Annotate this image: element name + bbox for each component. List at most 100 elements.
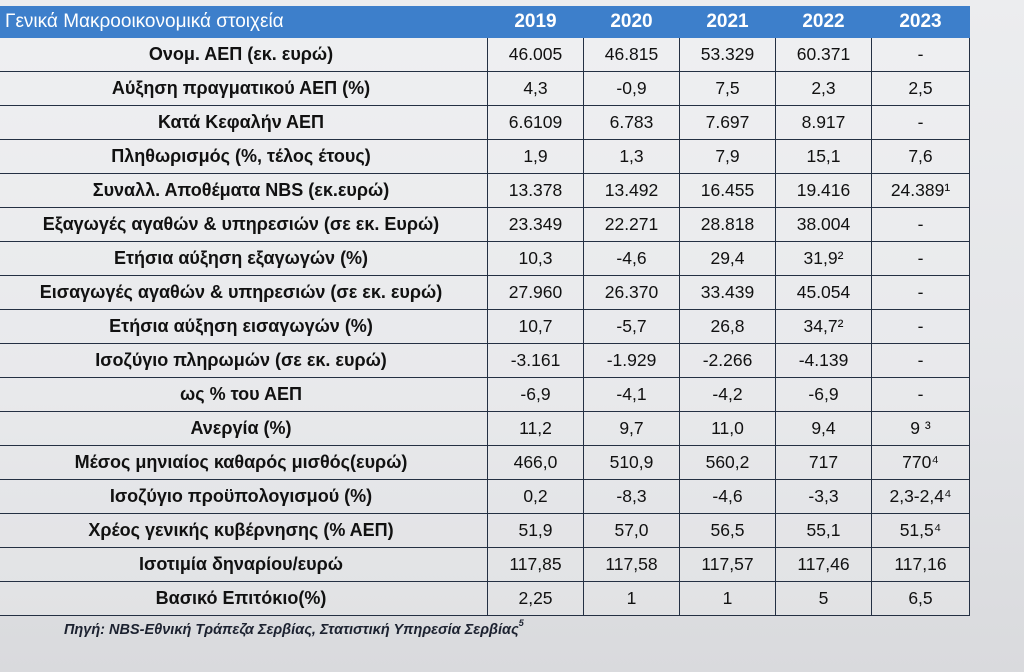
table-cell: 33.439 — [679, 275, 776, 310]
table-cell: 117,57 — [679, 547, 776, 582]
table-cell: 38.004 — [775, 207, 872, 242]
table-row: Ετήσια αύξηση εξαγωγών (%) 10,3 -4,6 29,4 31… — [0, 241, 970, 276]
table-cell: 19.416 — [775, 173, 872, 208]
row-label: Ισοτιμία δηναρίου/ευρώ — [0, 547, 488, 582]
table-cell: 51,5⁴ — [871, 513, 970, 548]
table-cell: 770⁴ — [871, 445, 970, 480]
table-cell: 11,2 — [487, 411, 584, 446]
table-cell: 22.271 — [583, 207, 680, 242]
table-cell: 51,9 — [487, 513, 584, 548]
table-cell: 24.389¹ — [871, 173, 970, 208]
table-cell: 16.455 — [679, 173, 776, 208]
table-cell: 1,3 — [583, 139, 680, 174]
table-cell: -4.139 — [775, 343, 872, 378]
table-cell: - — [871, 37, 970, 72]
table-row: Ανεργία (%) 11,2 9,7 11,0 9,4 9 ³ — [0, 411, 970, 446]
table-cell: 46.005 — [487, 37, 584, 72]
table-cell: 1 — [583, 581, 680, 616]
macro-stats-table: Γενικά Μακροοικονομικά στοιχεία 2019 202… — [0, 6, 970, 616]
table-cell: -6,9 — [487, 377, 584, 412]
row-label: Εισαγωγές αγαθών & υπηρεσιών (σε εκ. ευρ… — [0, 275, 488, 310]
year-header: 2021 — [679, 6, 776, 38]
table-cell: 717 — [775, 445, 872, 480]
table-cell: -4,6 — [583, 241, 680, 276]
table-row: Βασικό Επιτόκιο(%) 2,25 1 1 5 6,5 — [0, 581, 970, 616]
table-cell: 117,16 — [871, 547, 970, 582]
table-cell: 7.697 — [679, 105, 776, 140]
table-body: Ονομ. ΑΕΠ (εκ. ευρώ) 46.005 46.815 53.329 60… — [0, 37, 970, 616]
row-label: Κατά Κεφαλήν ΑΕΠ — [0, 105, 488, 140]
table-cell: 15,1 — [775, 139, 872, 174]
table-cell: 13.378 — [487, 173, 584, 208]
row-label: Αύξηση πραγματικού ΑΕΠ (%) — [0, 71, 488, 106]
row-label: Συναλλ. Αποθέματα NBS (εκ.ευρώ) — [0, 173, 488, 208]
row-label: Ισοζύγιο πληρωμών (σε εκ. ευρώ) — [0, 343, 488, 378]
table-cell: 560,2 — [679, 445, 776, 480]
table-cell: -1.929 — [583, 343, 680, 378]
table-cell: -4,6 — [679, 479, 776, 514]
row-label: Ανεργία (%) — [0, 411, 488, 446]
table-cell: 8.917 — [775, 105, 872, 140]
year-header: 2022 — [775, 6, 872, 38]
table-cell: -4,2 — [679, 377, 776, 412]
table-row: ως % του ΑΕΠ -6,9 -4,1 -4,2 -6,9- — [0, 377, 970, 412]
table-cell: -8,3 — [583, 479, 680, 514]
table-cell: 29,4 — [679, 241, 776, 276]
table-cell: 27.960 — [487, 275, 584, 310]
table-cell: 6,5 — [871, 581, 970, 616]
table-row: Ισοζύγιο πληρωμών (σε εκ. ευρώ) -3.161 -1.… — [0, 343, 970, 378]
table-cell: 2,5 — [871, 71, 970, 106]
table-cell: 55,1 — [775, 513, 872, 548]
table-row: Χρέος γενικής κυβέρνησης (% ΑΕΠ) 51,9 57,0… — [0, 513, 970, 548]
table-cell: 117,85 — [487, 547, 584, 582]
table-header-row: Γενικά Μακροοικονομικά στοιχεία 2019 202… — [0, 6, 970, 38]
table-cell: 60.371 — [775, 37, 872, 72]
table-cell: 4,3 — [487, 71, 584, 106]
row-label: Χρέος γενικής κυβέρνησης (% ΑΕΠ) — [0, 513, 488, 548]
table-cell: 1 — [679, 581, 776, 616]
table-cell: 2,25 — [487, 581, 584, 616]
table-cell: - — [871, 309, 970, 344]
row-label: Ετήσια αύξηση εισαγωγών (%) — [0, 309, 488, 344]
table-cell: -5,7 — [583, 309, 680, 344]
table-cell: 117,58 — [583, 547, 680, 582]
table-cell: 0,2 — [487, 479, 584, 514]
table-cell: 10,7 — [487, 309, 584, 344]
table-cell: 9,4 — [775, 411, 872, 446]
table-row: Κατά Κεφαλήν ΑΕΠ 6.6109 6.783 7.697 8.917- — [0, 105, 970, 140]
table-cell: - — [871, 275, 970, 310]
table-cell: 34,7² — [775, 309, 872, 344]
table-row: Ετήσια αύξηση εισαγωγών (%) 10,7 -5,7 26,8 3… — [0, 309, 970, 344]
year-header: 2020 — [583, 6, 680, 38]
table-cell: 28.818 — [679, 207, 776, 242]
table-row: Ονομ. ΑΕΠ (εκ. ευρώ) 46.005 46.815 53.329 60… — [0, 37, 970, 72]
table-cell: 53.329 — [679, 37, 776, 72]
table-cell: 7,5 — [679, 71, 776, 106]
table-cell: 23.349 — [487, 207, 584, 242]
table-title: Γενικά Μακροοικονομικά στοιχεία — [0, 6, 488, 38]
table-cell: 1,9 — [487, 139, 584, 174]
year-header: 2023 — [871, 6, 970, 38]
table-cell: -0,9 — [583, 71, 680, 106]
table-cell: 510,9 — [583, 445, 680, 480]
table-cell: 31,9² — [775, 241, 872, 276]
table-row: Ισοτιμία δηναρίου/ευρώ 117,85 117,58 117,57… — [0, 547, 970, 582]
table-cell: 9,7 — [583, 411, 680, 446]
row-label: Ισοζύγιο προϋπολογισμού (%) — [0, 479, 488, 514]
table-cell: - — [871, 207, 970, 242]
footnote-marker: 5 — [518, 618, 524, 628]
table-cell: 57,0 — [583, 513, 680, 548]
table-cell: 26,8 — [679, 309, 776, 344]
row-label: Μέσος μηνιαίος καθαρός μισθός(ευρώ) — [0, 445, 488, 480]
table-row: Ισοζύγιο προϋπολογισμού (%) 0,2 -8,3 -4,6 -3… — [0, 479, 970, 514]
table-cell: 9 ³ — [871, 411, 970, 446]
row-label: Πληθωρισμός (%, τέλος έτους) — [0, 139, 488, 174]
table-cell: - — [871, 377, 970, 412]
source-text: Πηγή: NBS-Εθνική Τράπεζα Σερβίας, Στατισ… — [64, 622, 519, 638]
table-cell: 13.492 — [583, 173, 680, 208]
table-cell: 6.783 — [583, 105, 680, 140]
table-cell: 2,3-2,4⁴ — [871, 479, 970, 514]
row-label: Εξαγωγές αγαθών & υπηρεσιών (σε εκ. Ευρώ… — [0, 207, 488, 242]
table-cell: 10,3 — [487, 241, 584, 276]
table-cell: - — [871, 105, 970, 140]
